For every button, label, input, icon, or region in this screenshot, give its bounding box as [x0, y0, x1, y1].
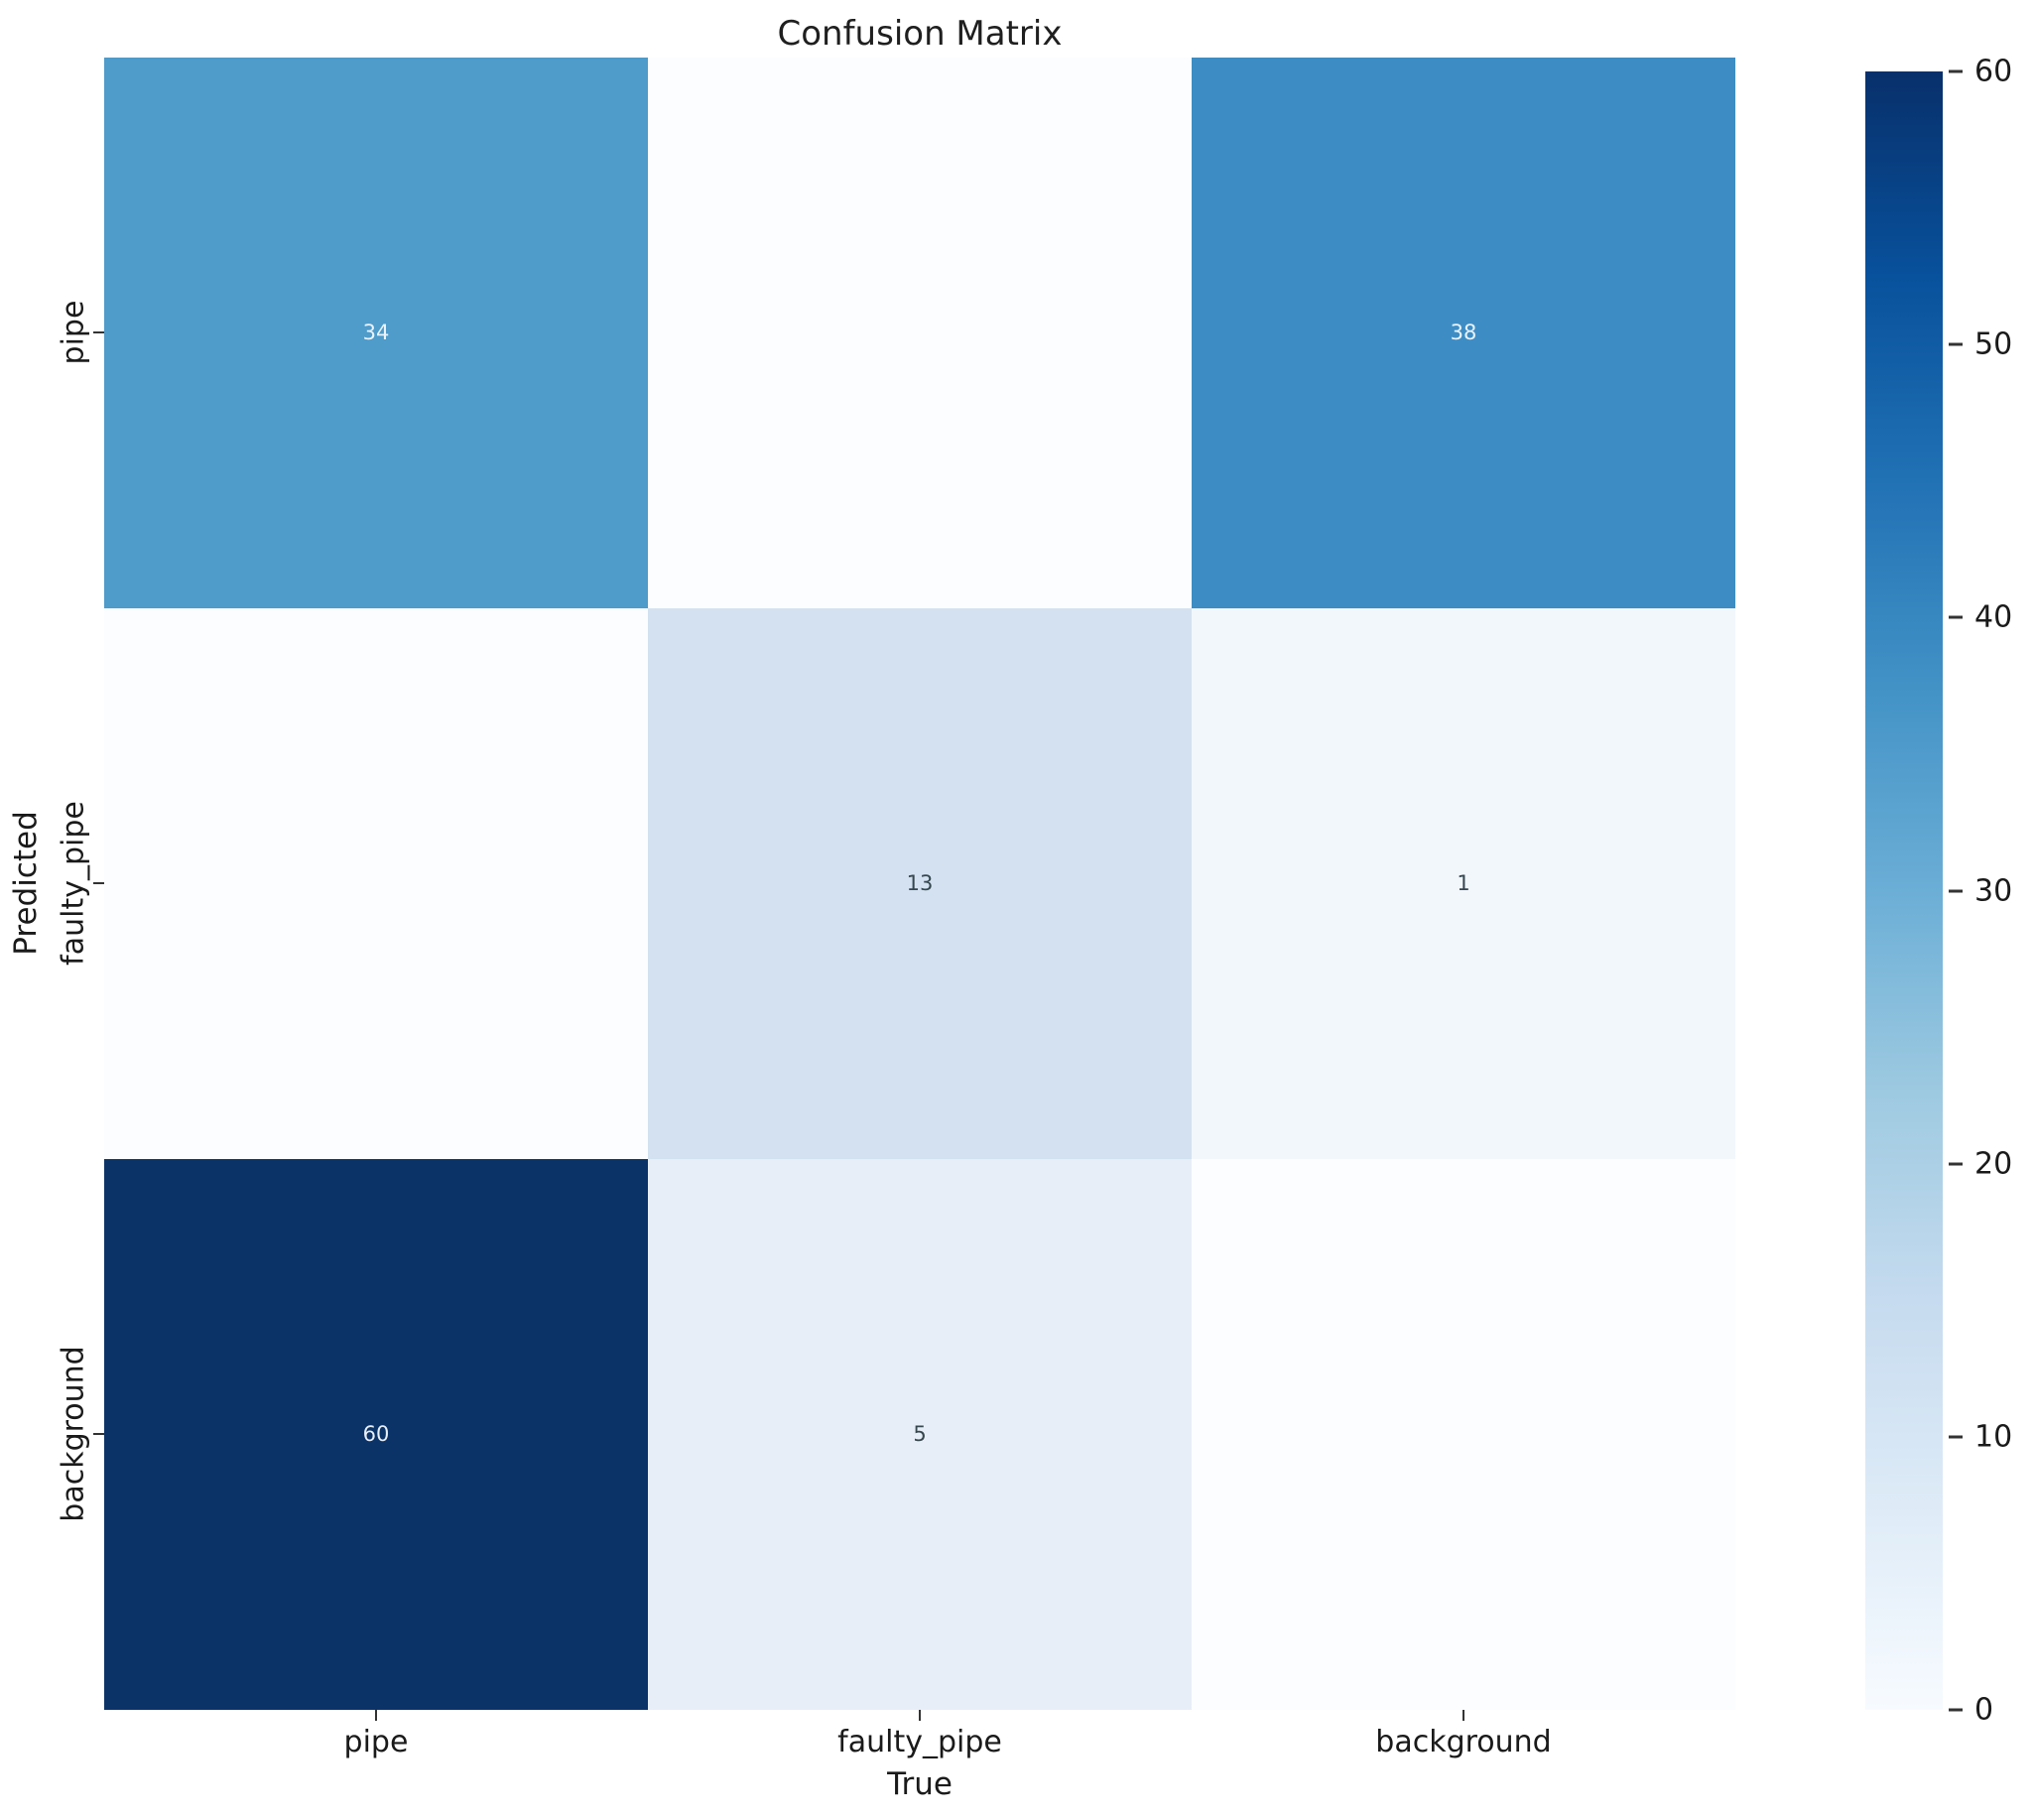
cell-value: 38 [1450, 321, 1477, 344]
chart-title: Confusion Matrix [777, 14, 1063, 54]
x-tick-label-faultypipe: faulty_pipe [837, 1725, 1002, 1759]
matrix-cell-pipe-background: 38 [1192, 58, 1735, 608]
colorbar-gradient [1865, 71, 1943, 1710]
colorbar-tick-label: 0 [1974, 1692, 1994, 1728]
matrix-cell-background-background [1192, 1159, 1735, 1710]
matrix-cell-pipe-pipe: 34 [104, 58, 648, 608]
x-tick-mark [1462, 1710, 1464, 1721]
colorbar-tick-mark [1949, 1162, 1963, 1166]
colorbar-tick-mark [1949, 615, 1963, 619]
colorbar-tick-label: 10 [1974, 1419, 2013, 1455]
colorbar-tick-label: 50 [1974, 326, 2013, 362]
cell-value: 1 [1457, 871, 1470, 895]
y-tick-mark [93, 882, 104, 884]
heatmap-plot-area: 34 38 13 1 60 5 [104, 58, 1735, 1710]
colorbar-tick-mark [1949, 1435, 1963, 1439]
cell-value: 34 [362, 321, 390, 344]
cell-value: 5 [913, 1422, 927, 1446]
y-tick-label-pipe: pipe [56, 300, 91, 365]
y-axis-label: Predicted [8, 811, 44, 956]
matrix-cell-background-pipe: 60 [104, 1159, 648, 1710]
y-tick-mark [93, 1433, 104, 1435]
colorbar-tick-mark [1949, 1708, 1963, 1712]
colorbar: 60 50 40 30 20 10 0 [1865, 55, 2012, 1728]
colorbar-tick-mark [1949, 889, 1963, 892]
x-tick-mark [375, 1710, 377, 1721]
colorbar-tick-label: 60 [1974, 54, 2013, 89]
colorbar-tick-mark [1949, 69, 1963, 73]
matrix-cell-pipe-faultypipe [648, 58, 1192, 608]
colorbar-tick-label: 20 [1974, 1146, 2013, 1182]
x-tick-label-pipe: pipe [343, 1725, 409, 1759]
colorbar-tick-mark [1949, 342, 1963, 346]
y-tick-label-faultypipe: faulty_pipe [56, 801, 91, 966]
colorbar-tick-label: 40 [1974, 599, 2013, 635]
y-tick-mark [93, 331, 104, 333]
colorbar-tick-label: 30 [1974, 873, 2013, 908]
matrix-cell-faultypipe-faultypipe: 13 [648, 608, 1192, 1159]
cell-value: 60 [362, 1422, 390, 1446]
matrix-cell-background-faultypipe: 5 [648, 1159, 1192, 1710]
matrix-cell-faultypipe-background: 1 [1192, 608, 1735, 1159]
y-tick-label-background: background [56, 1346, 91, 1522]
cell-value: 13 [906, 871, 934, 895]
x-tick-label-background: background [1375, 1725, 1552, 1759]
x-tick-mark [919, 1710, 921, 1721]
matrix-cell-faultypipe-pipe [104, 608, 648, 1159]
x-axis-label: True [887, 1766, 953, 1802]
